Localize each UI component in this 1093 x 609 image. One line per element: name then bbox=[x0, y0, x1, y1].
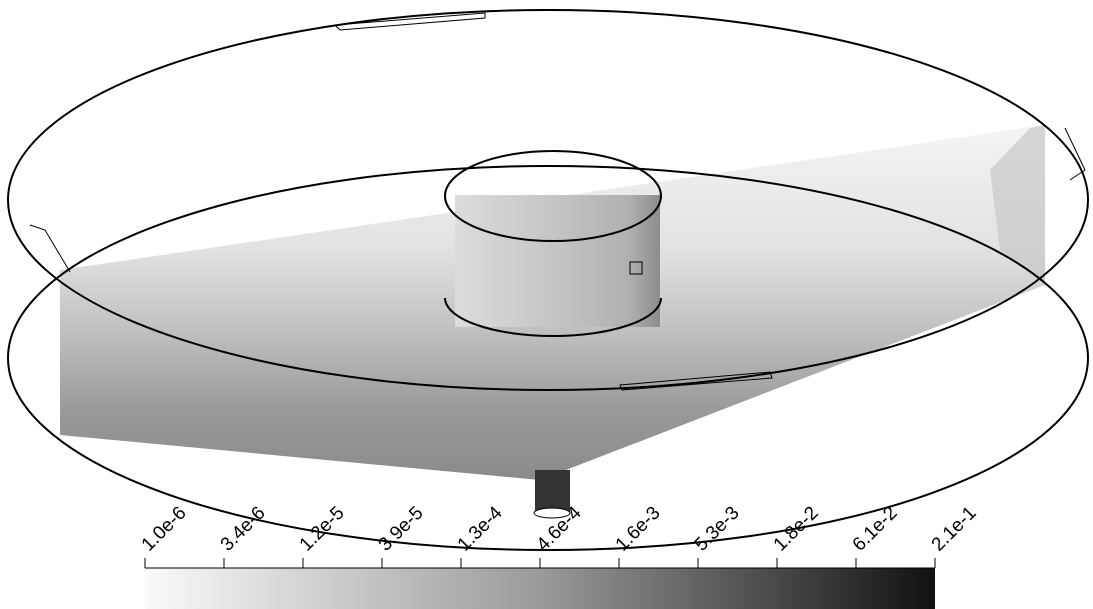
geometry bbox=[8, 10, 1088, 550]
colorbar-label: 3.4e-6 bbox=[217, 503, 270, 556]
colorbar-label: 1.8e-2 bbox=[770, 503, 823, 556]
colorbar-label: 3.9e-5 bbox=[375, 503, 428, 556]
colorbar-gradient bbox=[145, 568, 935, 609]
weir-left bbox=[30, 225, 70, 272]
colorbar-label: 2.1e-1 bbox=[928, 503, 981, 556]
inner-cylinder bbox=[455, 195, 660, 327]
weir-right bbox=[1065, 128, 1085, 180]
colorbar-label: 5.3e-3 bbox=[691, 503, 744, 556]
page: {"colorbar": {"labels": ["1.0e-6", "3.4e… bbox=[0, 0, 1093, 609]
colorbar-label: 1.0e-6 bbox=[138, 503, 191, 556]
figure: 1.0e-63.4e-61.2e-53.9e-51.3e-44.6e-41.6e… bbox=[0, 0, 1093, 609]
